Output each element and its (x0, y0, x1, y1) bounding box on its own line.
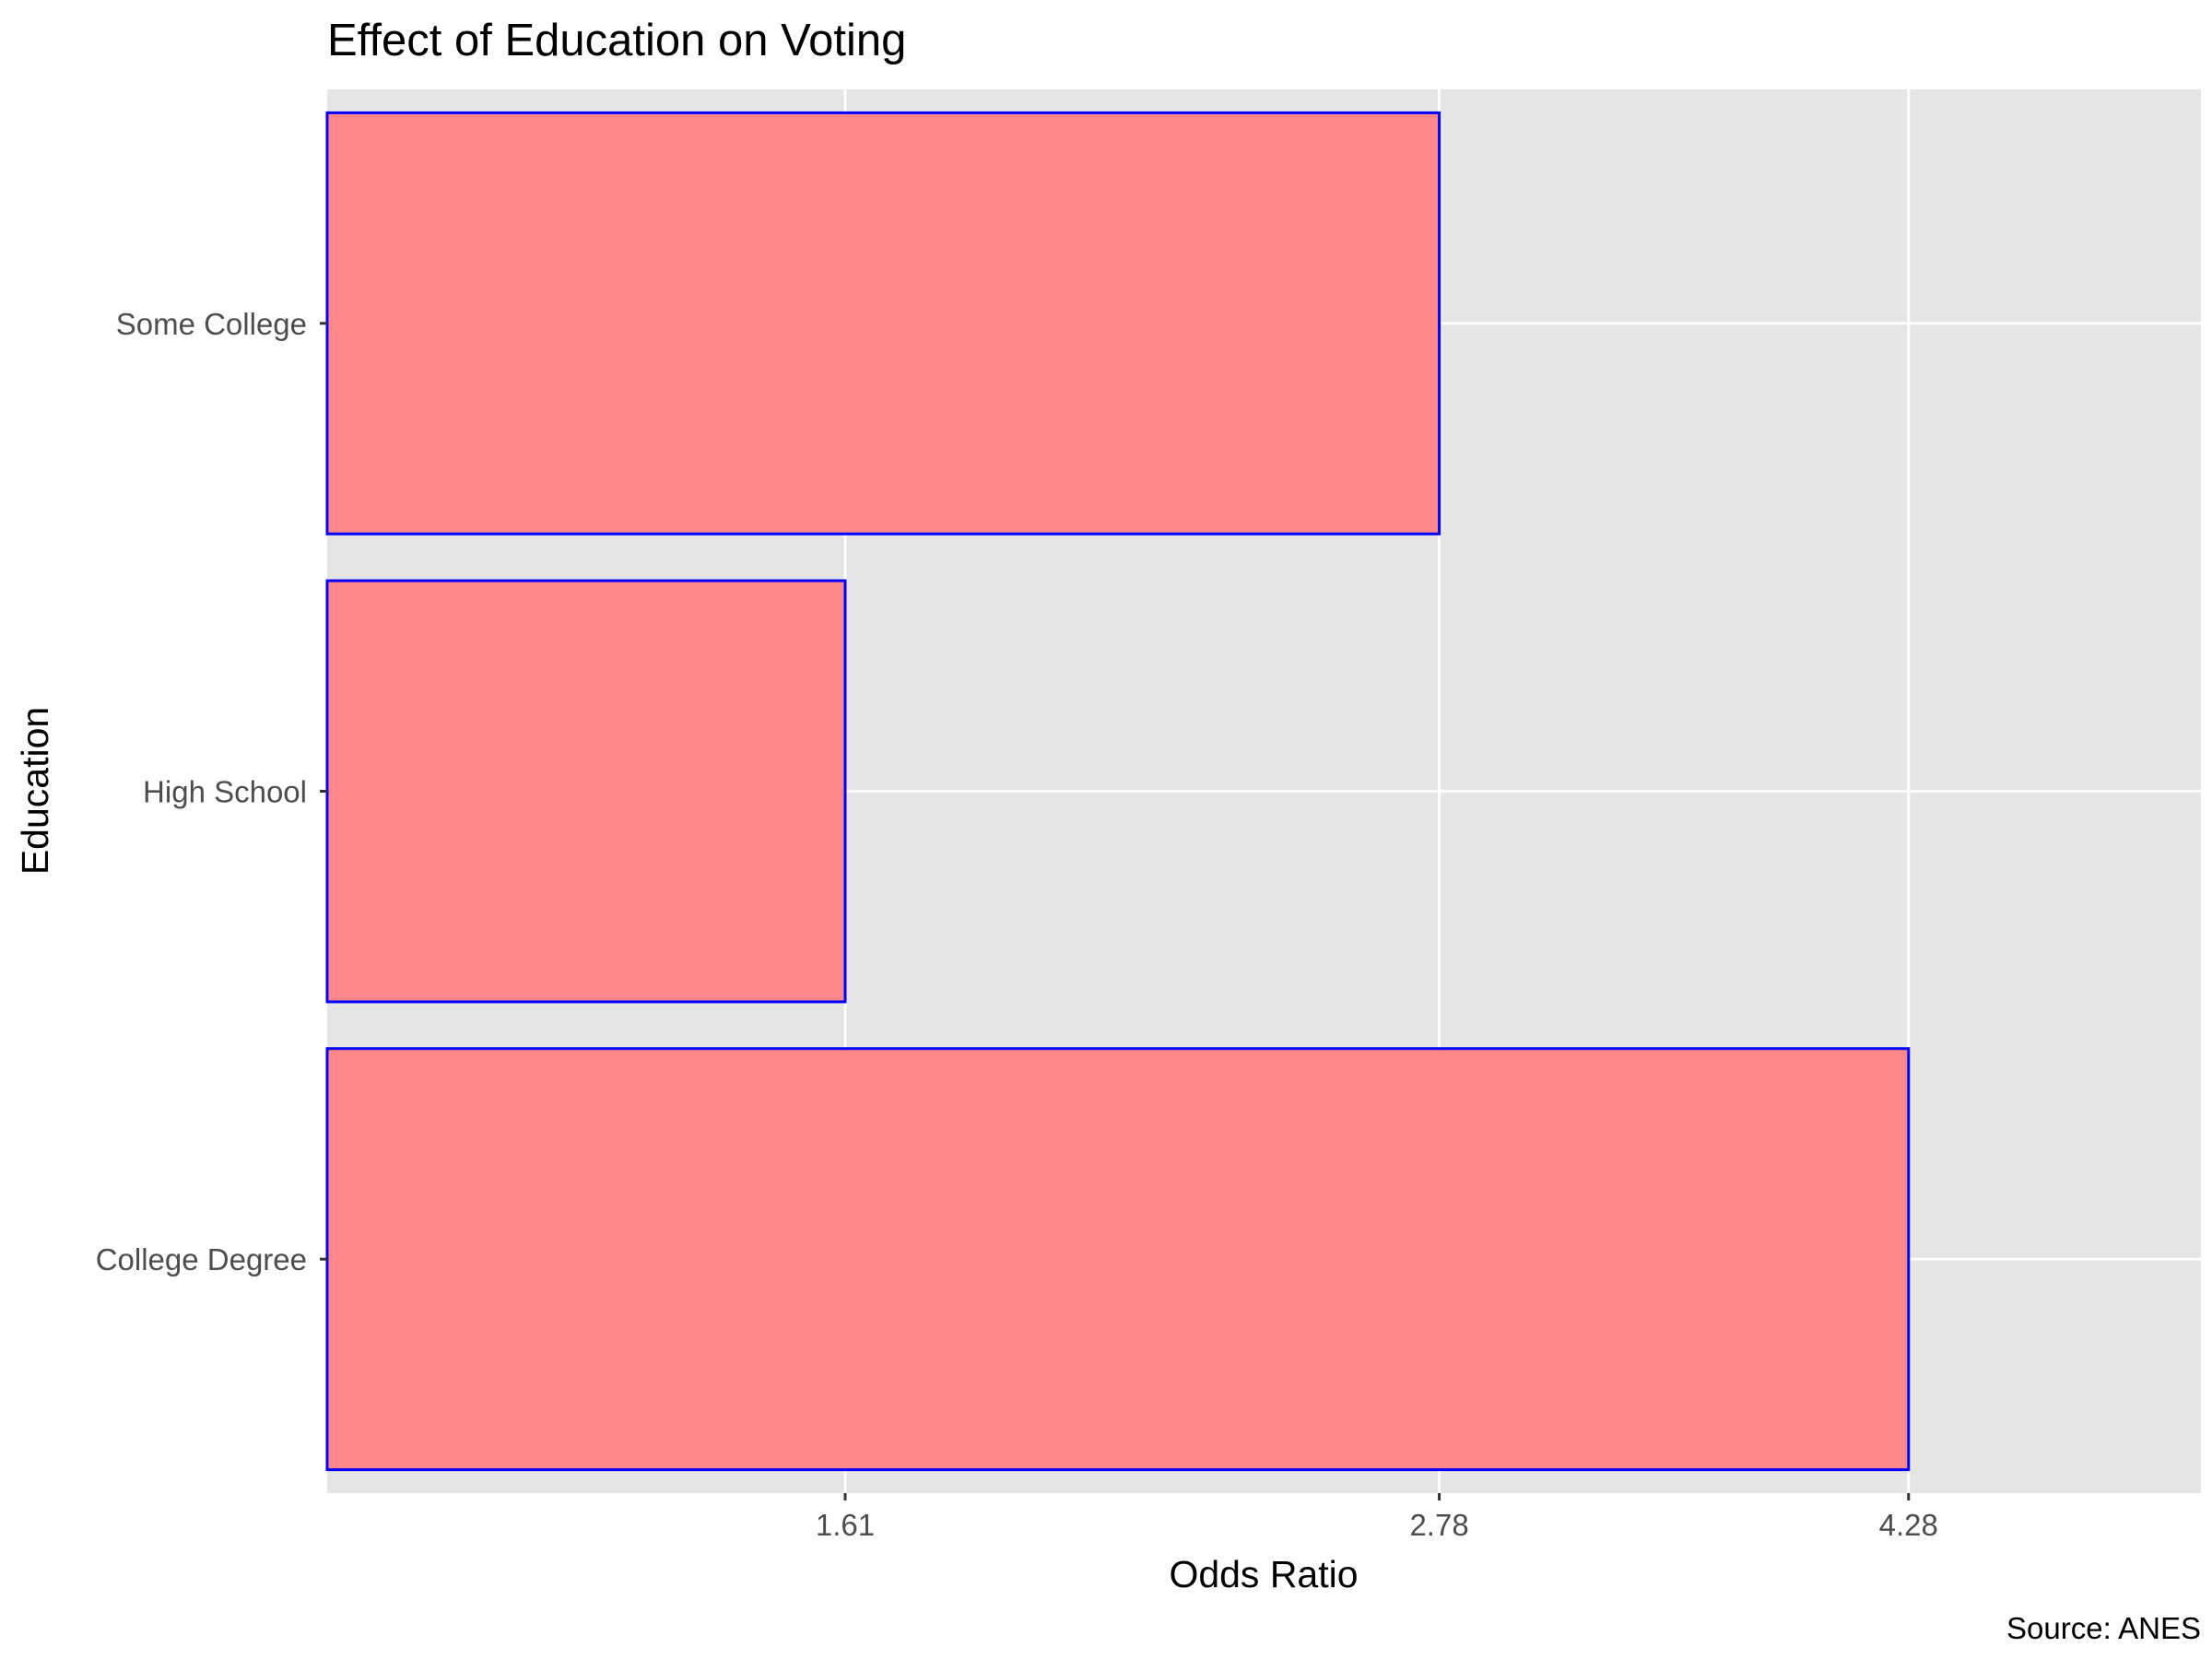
x-axis: 1.61 2.78 4.28 (816, 1493, 1938, 1542)
y-tick-label-college-degree: College Degree (96, 1242, 307, 1277)
y-tick-label-high-school: High School (143, 775, 307, 809)
y-tick-label-some-college: Some College (116, 307, 307, 341)
bars (325, 111, 1911, 1472)
source-caption: Source: ANES (2006, 1611, 2201, 1645)
y-axis: College Degree High School Some College (96, 307, 327, 1277)
x-tick-label-2: 4.28 (1879, 1508, 1938, 1542)
chart-title: Effect of Education on Voting (327, 16, 906, 65)
y-axis-label: Education (14, 707, 56, 875)
x-tick-label-0: 1.61 (816, 1508, 875, 1542)
bar-college-degree (325, 1047, 1911, 1472)
x-tick-label-1: 2.78 (1409, 1508, 1468, 1542)
bar-some-college (325, 111, 1441, 535)
x-axis-label: Odds Ratio (1169, 1553, 1358, 1595)
bar-high-school (325, 579, 847, 1004)
